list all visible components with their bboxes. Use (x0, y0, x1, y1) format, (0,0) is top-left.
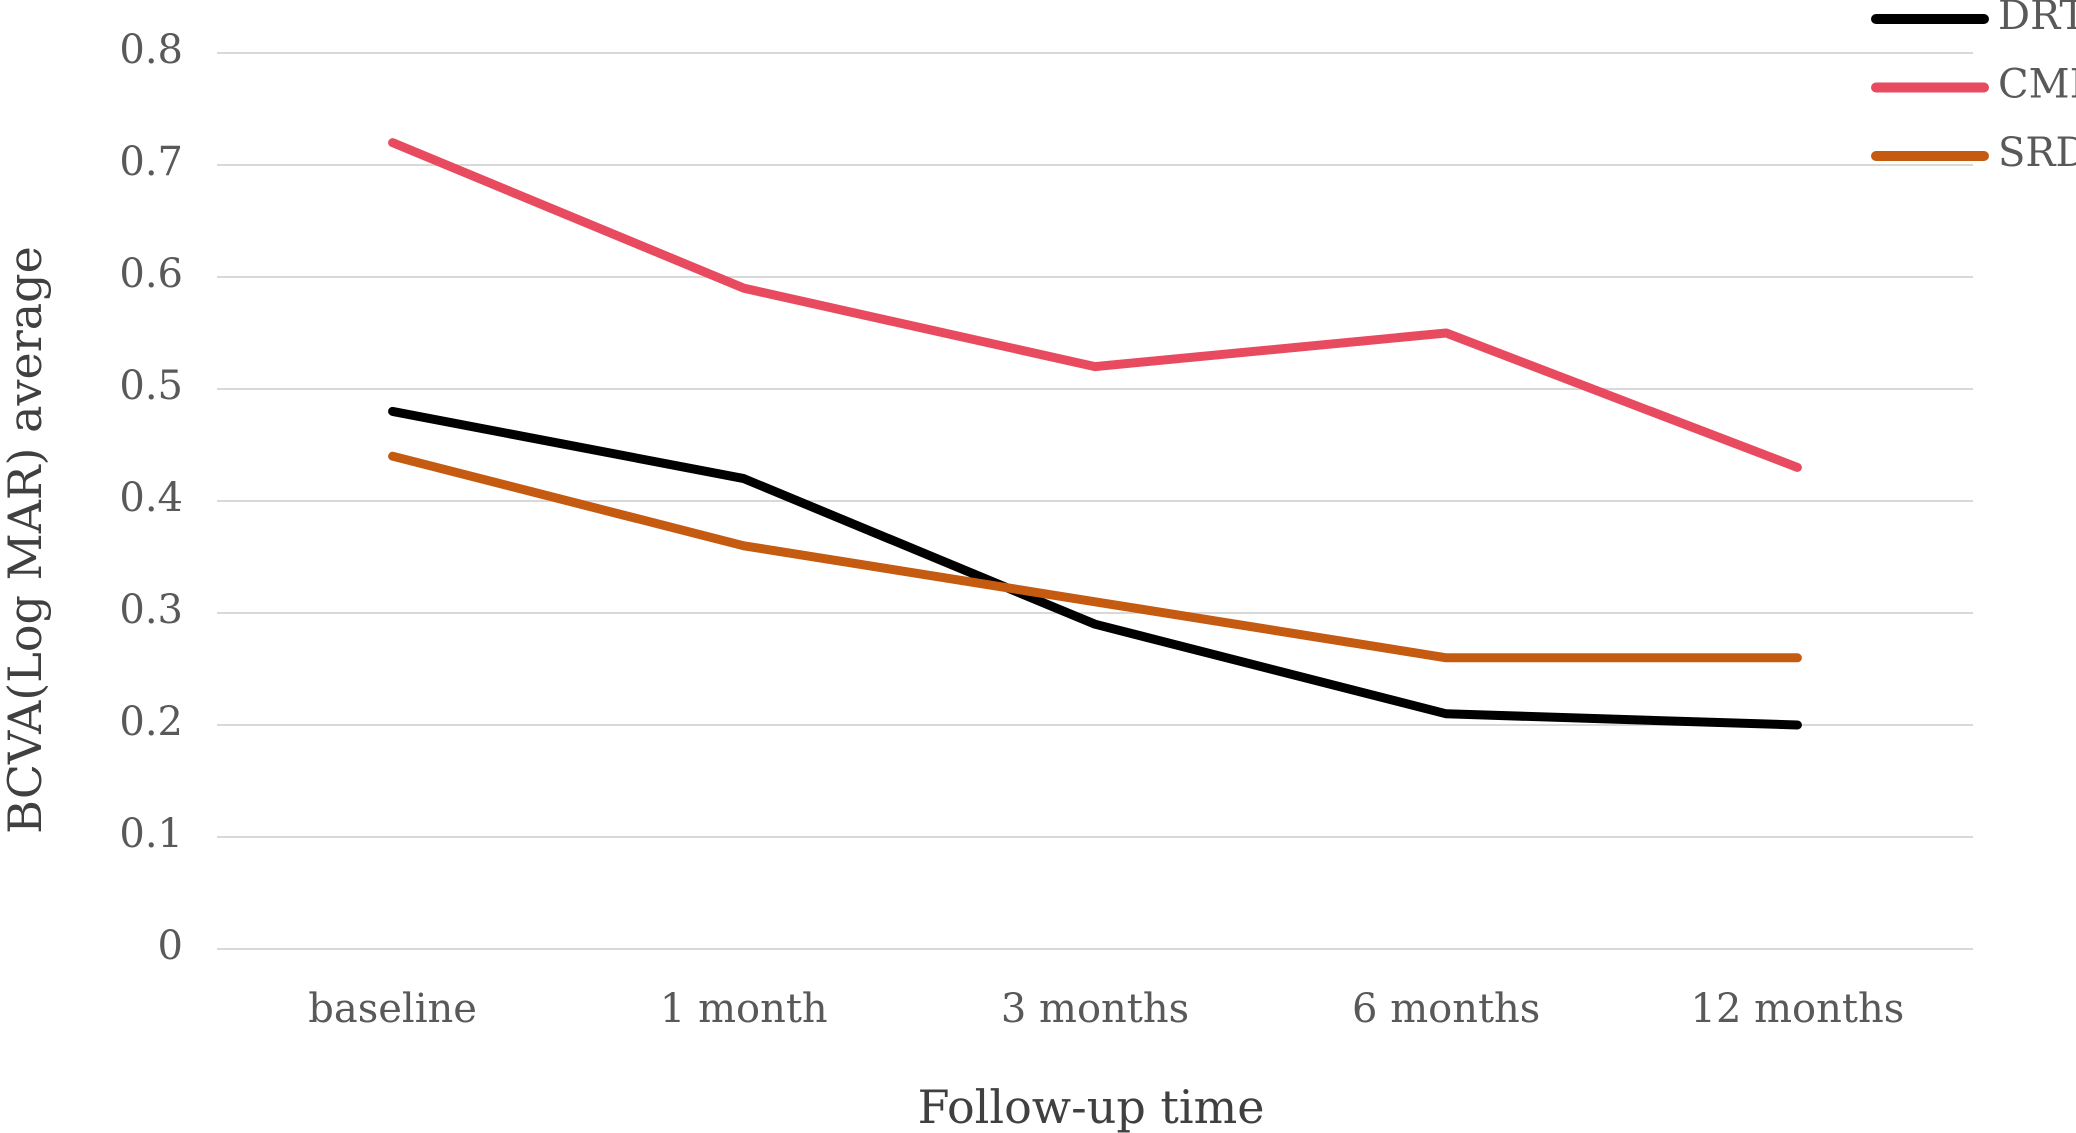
x-tick-label: 6 months (1352, 986, 1540, 1032)
legend-label: CME (1998, 62, 2076, 108)
y-tick-label: 0.6 (119, 251, 183, 297)
y-tick-label: 0 (158, 923, 183, 969)
x-tick-label: 1 month (660, 986, 828, 1032)
legend-label: DRT (1998, 0, 2076, 39)
y-tick-label: 0.8 (119, 27, 183, 73)
x-tick-label: baseline (308, 986, 477, 1032)
data-line (388, 406, 1802, 730)
y-tick-label: 0.7 (119, 139, 183, 185)
x-axis-title: Follow-up time (918, 1080, 1265, 1133)
y-axis-title: BCVA(Log MAR) average (0, 246, 52, 834)
data-line (388, 451, 1802, 663)
y-tick-label: 0.4 (119, 475, 183, 521)
y-tick-label: 0.1 (119, 811, 183, 857)
legend-label: SRD (1998, 130, 2076, 176)
data-line (388, 138, 1802, 472)
y-tick-label: 0.2 (119, 699, 183, 745)
x-tick-label: 3 months (1001, 986, 1189, 1032)
y-tick-label: 0.5 (119, 363, 183, 409)
x-tick-label: 12 months (1691, 986, 1905, 1032)
y-tick-label: 0.3 (119, 587, 183, 633)
